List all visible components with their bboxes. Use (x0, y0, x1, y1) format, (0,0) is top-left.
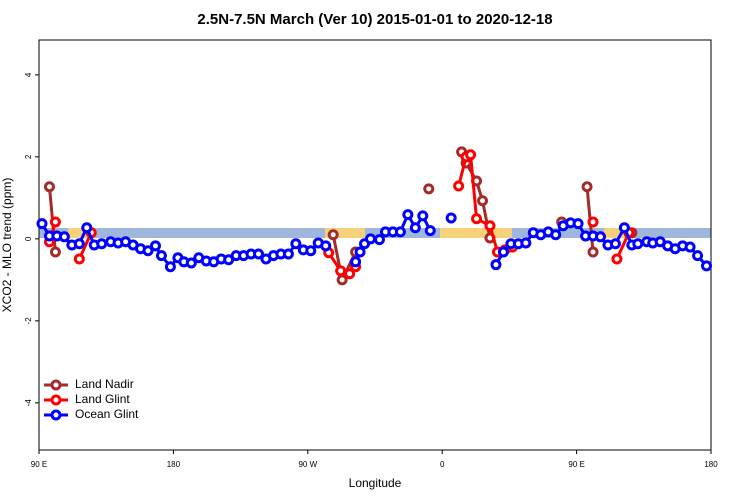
data-point (609, 238, 621, 250)
land-patch (68, 228, 90, 238)
series (36, 209, 713, 273)
x-tick-label: 0 (440, 460, 445, 469)
data-point (594, 231, 606, 243)
data-point (409, 222, 421, 234)
data-point (73, 238, 85, 250)
data-point (290, 238, 302, 250)
data-point (373, 234, 385, 246)
data-point (618, 222, 630, 234)
land-patch (325, 228, 365, 238)
data-point (402, 209, 414, 221)
data-point (336, 274, 348, 286)
y-tick-label: 4 (24, 72, 33, 77)
data-point (155, 250, 167, 262)
data-point (327, 229, 339, 241)
y-tick-label: 0 (24, 236, 33, 241)
data-point (684, 241, 696, 253)
data-point (81, 222, 93, 234)
data-point (611, 253, 623, 265)
x-tick-label: 180 (704, 460, 718, 469)
data-point (320, 240, 332, 252)
data-point (96, 238, 108, 250)
data-point (43, 181, 55, 193)
data-point (58, 231, 70, 243)
data-point (520, 237, 532, 249)
map-strip (39, 228, 711, 238)
y-axis-label: XCO2 - MLO trend (ppm) (0, 178, 14, 313)
data-point (49, 246, 61, 258)
data-point (344, 268, 356, 280)
land-patch (440, 228, 512, 238)
data-point (354, 246, 366, 258)
data-point (149, 240, 161, 252)
data-point (350, 256, 362, 268)
data-point (587, 246, 599, 258)
data-point (73, 253, 85, 265)
legend-marker (50, 379, 62, 391)
data-point (164, 261, 176, 273)
data-point (49, 216, 61, 228)
x-tick-label: 90 E (568, 460, 584, 469)
data-point (692, 250, 704, 262)
data-point (335, 265, 347, 277)
data-point (445, 212, 457, 224)
data-point (424, 225, 436, 237)
data-point (282, 248, 294, 260)
data-point (185, 257, 197, 269)
y-tick-label: 2 (24, 154, 33, 159)
data-point (484, 220, 496, 232)
data-point (572, 218, 584, 230)
data-point (36, 218, 48, 230)
y-tick-label: -4 (24, 399, 33, 407)
data-point (365, 233, 377, 245)
data-point (465, 149, 477, 161)
data-point (423, 183, 435, 195)
x-tick-label: 90 E (31, 460, 47, 469)
legend-label: Land Nadir (75, 377, 134, 391)
data-point (253, 248, 265, 260)
data-point (305, 245, 317, 257)
legend-marker (50, 409, 62, 421)
legend-label: Land Glint (75, 392, 130, 406)
legend-marker (50, 394, 62, 406)
x-tick-label: 180 (167, 460, 181, 469)
data-point (490, 259, 502, 271)
x-tick-label: 90 W (298, 460, 317, 469)
ocean-band (39, 228, 711, 238)
data-point (417, 210, 429, 222)
series (43, 146, 638, 286)
data-point (394, 226, 406, 238)
chart-title: 2.5N-7.5N March (Ver 10) 2015-01-01 to 2… (197, 11, 552, 28)
y-tick-label: -2 (24, 317, 33, 325)
data-point (550, 229, 562, 241)
data-point (581, 181, 593, 193)
data-point (497, 246, 509, 258)
x-axis-label: Longitude (349, 476, 402, 490)
data-point (453, 180, 465, 192)
data-point (587, 216, 599, 228)
data-point (471, 213, 483, 225)
data-point (632, 238, 644, 250)
legend-label: Ocean Glint (75, 407, 139, 421)
data-point (477, 195, 489, 207)
data-point (142, 245, 154, 257)
land-patch (604, 228, 626, 238)
data-point (701, 260, 713, 272)
plot-frame (38, 39, 712, 451)
